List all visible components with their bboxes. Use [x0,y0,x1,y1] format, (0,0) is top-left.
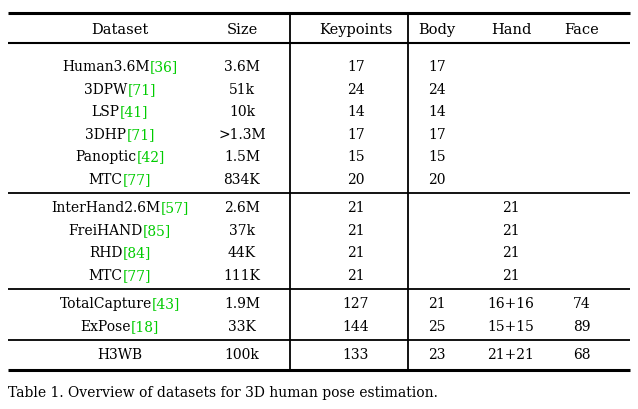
Text: 3DPW: 3DPW [84,83,128,97]
Text: [42]: [42] [137,150,165,164]
Text: 834K: 834K [224,172,260,186]
Text: 14: 14 [428,105,446,119]
Text: [43]: [43] [152,297,181,310]
Text: [84]: [84] [122,246,151,260]
Text: >1.3M: >1.3M [218,128,266,142]
Text: 16+16: 16+16 [487,297,535,310]
Text: 17: 17 [347,128,365,142]
Text: InterHand2.6M: InterHand2.6M [51,201,160,215]
Text: 21: 21 [347,223,365,237]
Text: Human3.6M: Human3.6M [62,60,150,74]
Text: 1.9M: 1.9M [224,297,260,310]
Text: 21+21: 21+21 [487,347,535,362]
Text: LSP: LSP [92,105,120,119]
Text: [71]: [71] [126,128,155,142]
Text: 68: 68 [574,347,591,362]
Text: 111K: 111K [223,268,260,282]
Text: 20: 20 [428,172,446,186]
Text: [41]: [41] [120,105,148,119]
Text: Size: Size [226,23,258,37]
Text: Face: Face [565,23,599,37]
Text: 133: 133 [343,347,369,362]
Text: 21: 21 [347,246,365,260]
Text: 24: 24 [428,83,446,97]
Text: 51k: 51k [229,83,255,97]
Text: [57]: [57] [160,201,189,215]
Text: 21: 21 [502,246,520,260]
Text: RHD: RHD [89,246,122,260]
Text: Hand: Hand [491,23,531,37]
Text: 21: 21 [502,223,520,237]
Text: Dataset: Dataset [91,23,149,37]
Text: [18]: [18] [131,319,160,333]
Text: MTC: MTC [89,172,122,186]
Text: 21: 21 [502,268,520,282]
Text: 2.6M: 2.6M [224,201,260,215]
Text: 100k: 100k [225,347,260,362]
Text: 127: 127 [343,297,369,310]
Text: [36]: [36] [150,60,178,74]
Text: 10k: 10k [229,105,255,119]
Text: 144: 144 [343,319,369,333]
Text: Table 1. Overview of datasets for 3D human pose estimation.: Table 1. Overview of datasets for 3D hum… [8,386,438,400]
Text: ExPose: ExPose [80,319,131,333]
Text: 21: 21 [502,201,520,215]
Text: 1.5M: 1.5M [224,150,260,164]
Text: MTC: MTC [89,268,122,282]
Text: 74: 74 [573,297,591,310]
Text: Panoptic: Panoptic [75,150,137,164]
Text: 17: 17 [428,128,446,142]
Text: 25: 25 [428,319,446,333]
Text: 21: 21 [428,297,446,310]
Text: 33K: 33K [228,319,256,333]
Text: 15: 15 [347,150,365,164]
Text: 24: 24 [347,83,365,97]
Text: 15: 15 [428,150,446,164]
Text: [77]: [77] [122,268,151,282]
Text: [85]: [85] [143,223,171,237]
Text: 89: 89 [574,319,591,333]
Text: TotalCapture: TotalCapture [60,297,152,310]
Text: 37k: 37k [229,223,255,237]
Text: 17: 17 [428,60,446,74]
Text: [77]: [77] [122,172,151,186]
Text: FreiHAND: FreiHAND [69,223,143,237]
Text: 3.6M: 3.6M [224,60,260,74]
Text: 15+15: 15+15 [487,319,535,333]
Text: 17: 17 [347,60,365,74]
Text: 20: 20 [347,172,365,186]
Text: 44K: 44K [228,246,256,260]
Text: 3DHP: 3DHP [85,128,126,142]
Text: 23: 23 [428,347,446,362]
Text: Body: Body [419,23,456,37]
Text: Keypoints: Keypoints [319,23,392,37]
Text: 21: 21 [347,268,365,282]
Text: [71]: [71] [128,83,156,97]
Text: 21: 21 [347,201,365,215]
Text: 14: 14 [347,105,365,119]
Text: H3WB: H3WB [98,347,142,362]
